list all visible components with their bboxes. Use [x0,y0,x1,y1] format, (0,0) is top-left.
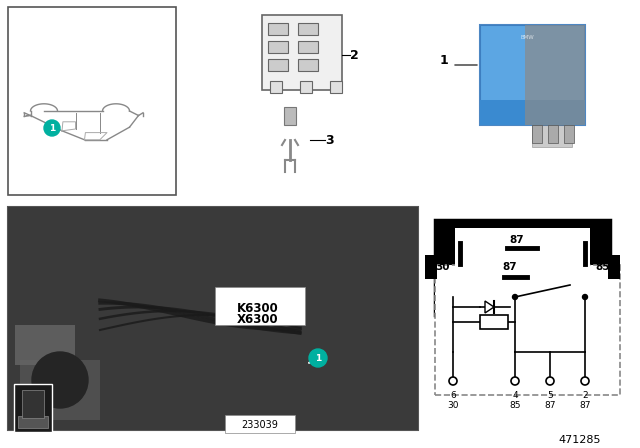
Bar [262,15,342,90]
Bar [300,81,312,93]
Text: 5: 5 [547,391,553,400]
Text: 471285: 471285 [559,435,601,445]
Bar [425,255,437,279]
Text: 1: 1 [49,124,55,133]
Text: 6: 6 [450,391,456,400]
Text: 1: 1 [439,53,448,66]
Circle shape [581,377,589,385]
Bar [8,207,418,430]
Bar [268,23,288,35]
Circle shape [511,377,519,385]
Bar [435,265,620,395]
Text: 30: 30 [447,401,459,410]
Bar [22,390,44,418]
Circle shape [309,349,327,367]
Text: 87: 87 [579,401,591,410]
Text: 233039: 233039 [241,420,278,430]
Bar [8,7,176,195]
Text: 1: 1 [315,353,321,362]
Bar [548,125,558,143]
Bar [330,81,342,93]
Text: 2: 2 [350,48,359,61]
Bar [480,100,585,125]
Text: 4: 4 [512,391,518,400]
Bar [14,384,52,432]
Bar [435,220,610,315]
Text: 87: 87 [502,262,517,272]
Text: 85: 85 [509,401,521,410]
Text: 85: 85 [595,262,609,272]
Bar [268,59,288,71]
Text: 87: 87 [544,401,556,410]
Bar [18,416,48,428]
Bar [608,255,620,279]
Bar [15,325,75,365]
Circle shape [32,352,88,408]
Circle shape [44,120,60,136]
Text: 87: 87 [509,235,524,245]
Text: 2: 2 [582,391,588,400]
Bar [532,125,542,143]
Bar [480,315,508,329]
Bar [298,59,318,71]
Bar [8,207,418,430]
Polygon shape [485,301,494,313]
Text: BMW: BMW [520,34,534,39]
Bar [20,360,100,420]
Circle shape [513,294,518,300]
Bar [298,41,318,53]
Bar [532,125,572,147]
Bar [270,81,282,93]
Text: K6300: K6300 [237,302,279,314]
Bar [455,228,590,307]
Bar [298,23,318,35]
Bar [480,25,585,125]
Bar [284,107,296,125]
Bar [268,41,288,53]
Bar [564,125,574,143]
Bar [225,415,295,433]
Text: X6300: X6300 [237,313,279,326]
Circle shape [546,377,554,385]
Bar [525,25,585,125]
Text: 30: 30 [435,262,450,272]
Circle shape [582,294,588,300]
Circle shape [449,377,457,385]
Bar [215,287,305,325]
Text: 3: 3 [325,134,333,146]
